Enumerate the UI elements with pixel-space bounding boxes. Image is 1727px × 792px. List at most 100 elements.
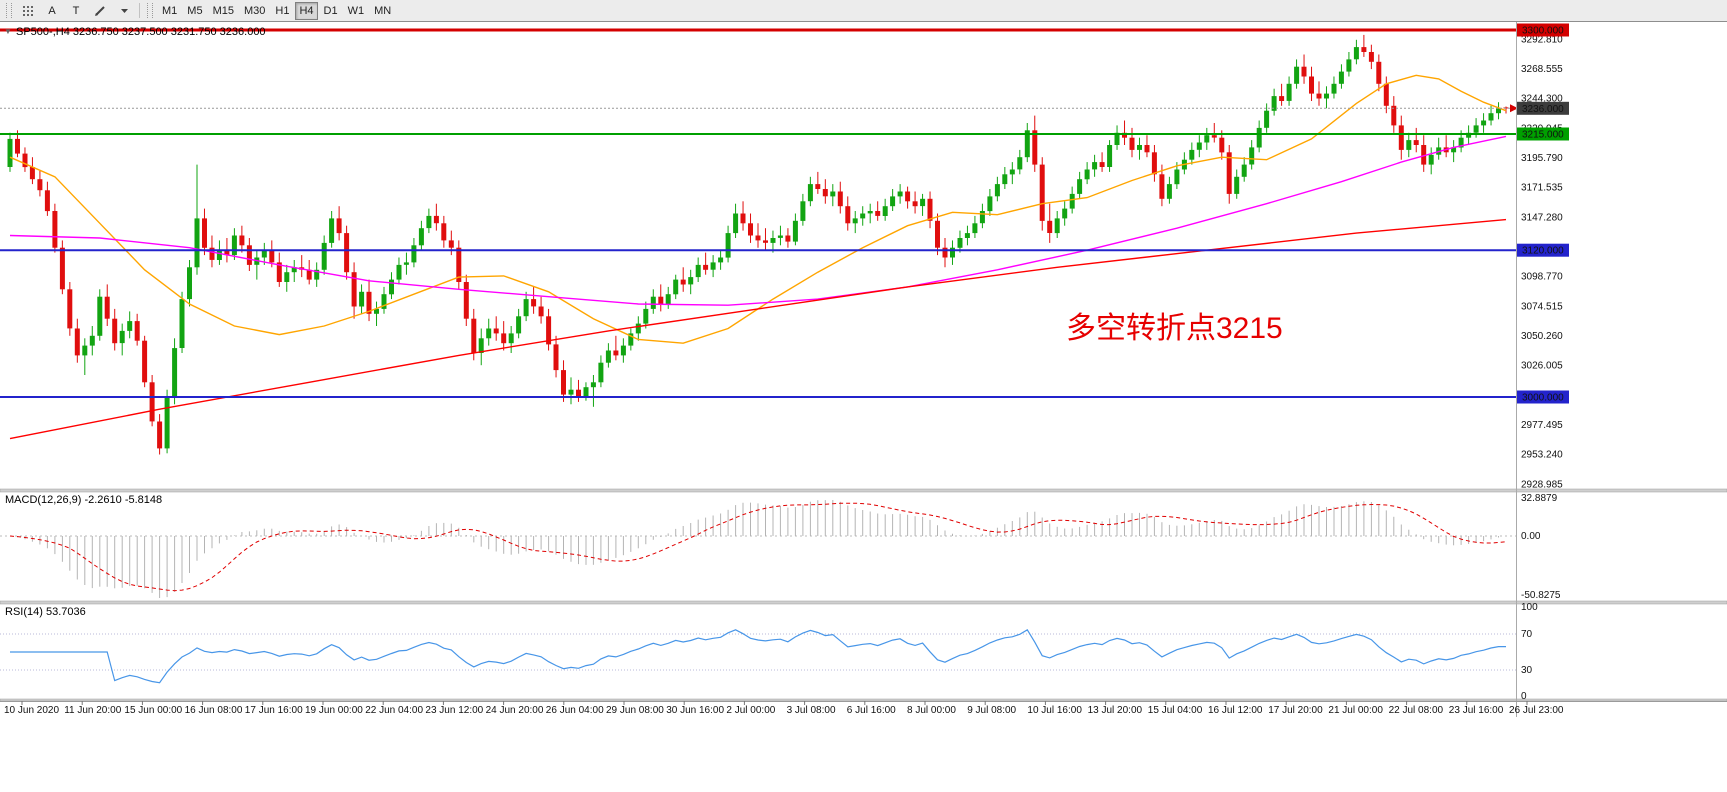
candle-body — [1309, 76, 1314, 94]
time-label: 21 Jul 00:00 — [1328, 705, 1383, 716]
candle-body — [650, 296, 656, 309]
candle-body — [703, 264, 709, 270]
candle-body — [411, 245, 417, 263]
candle-body — [561, 370, 566, 395]
candle-body — [852, 218, 858, 224]
candle-body — [860, 213, 866, 219]
candle-body — [613, 350, 619, 356]
macd-histogram — [17, 500, 1499, 598]
candle-body — [643, 308, 649, 324]
candle-body — [1166, 184, 1172, 199]
candle-body — [695, 264, 701, 278]
candle-body — [912, 201, 918, 207]
candle-body — [1226, 152, 1232, 194]
macd-axis-label: 32.8879 — [1521, 493, 1558, 504]
price-tick-label: 3098.770 — [1521, 272, 1563, 283]
candle-body — [755, 235, 761, 241]
draw-menu-button[interactable] — [113, 2, 135, 20]
candle-body — [104, 296, 110, 319]
candle-body — [403, 262, 409, 265]
candle-body — [351, 272, 357, 307]
price-tag-label: 3215.000 — [1522, 130, 1564, 141]
candle-body — [710, 262, 716, 270]
candle-body — [1144, 145, 1150, 153]
collapse-chart-icon[interactable]: ▼ — [4, 27, 12, 36]
draw-tool-button[interactable] — [89, 2, 111, 20]
timeframe-button-d1[interactable]: D1 — [320, 2, 342, 20]
time-label: 17 Jul 20:00 — [1268, 705, 1323, 716]
candle-body — [501, 333, 507, 344]
candle-body — [471, 318, 477, 353]
candle-body — [875, 211, 881, 216]
candle-body — [815, 184, 821, 189]
candle-body — [1271, 96, 1277, 111]
candle-body — [172, 348, 178, 397]
candle-body — [1032, 130, 1038, 165]
candle-body — [1099, 162, 1105, 167]
candle-body — [119, 330, 125, 344]
grid-tool-button[interactable] — [17, 2, 39, 20]
candle-body — [89, 335, 95, 346]
candle-body — [770, 238, 776, 243]
candle-body — [927, 198, 933, 221]
candle-body — [1137, 145, 1142, 150]
candle-body — [231, 235, 237, 256]
candle-body — [665, 294, 671, 304]
candle-body — [142, 340, 148, 383]
timeframe-button-m15[interactable]: M15 — [209, 2, 238, 20]
candle-body — [336, 218, 342, 234]
time-label: 16 Jun 08:00 — [185, 705, 243, 716]
candle-body — [164, 397, 170, 449]
pane-separator[interactable] — [0, 600, 1727, 605]
candle-body — [1114, 132, 1120, 145]
timeframe-button-m1[interactable]: M1 — [158, 2, 181, 20]
time-label: 8 Jul 00:00 — [907, 705, 956, 716]
candle-body — [1481, 120, 1487, 126]
candle-body — [149, 382, 155, 422]
macd-axis-label: -50.8275 — [1521, 590, 1561, 601]
chart-plot-area[interactable] — [0, 22, 1516, 489]
time-label: 22 Jul 08:00 — [1389, 705, 1444, 716]
toolbar-grip[interactable] — [6, 3, 12, 18]
timeframe-button-w1[interactable]: W1 — [344, 2, 369, 20]
candle-body — [478, 338, 484, 353]
candle-body — [1346, 59, 1352, 72]
label-tool-button[interactable]: T — [65, 2, 87, 20]
timeframe-button-h1[interactable]: H1 — [271, 2, 293, 20]
time-label: 29 Jun 08:00 — [606, 705, 664, 716]
timeframe-button-mn[interactable]: MN — [370, 2, 395, 20]
timeframe-button-h4[interactable]: H4 — [295, 1, 318, 20]
candle-body — [807, 184, 813, 202]
candle-body — [127, 321, 133, 331]
candle-body — [1196, 142, 1202, 150]
candle-body — [224, 250, 230, 256]
candle-body — [972, 223, 978, 234]
candle-body — [1398, 125, 1404, 150]
candle-body — [366, 291, 372, 314]
pane-separator[interactable] — [0, 488, 1727, 493]
candle-body — [1204, 135, 1210, 143]
time-label: 30 Jun 16:00 — [666, 705, 724, 716]
text-tool-button[interactable]: A — [41, 2, 63, 20]
candle-body — [605, 350, 611, 363]
candle-body — [1092, 162, 1098, 170]
annotation-text[interactable]: 多空转折点3215 — [1066, 312, 1283, 345]
candle-body — [590, 382, 596, 388]
price-tag-3000 — [1517, 390, 1569, 404]
candle-body — [456, 247, 462, 282]
timeframe-button-m5[interactable]: M5 — [183, 2, 206, 20]
candle-body — [1383, 83, 1389, 106]
timeframe-button-m30[interactable]: M30 — [240, 2, 269, 20]
time-scale[interactable] — [0, 701, 1727, 717]
candle-body — [1458, 137, 1464, 148]
candle-body — [112, 318, 118, 344]
rsi-pane[interactable] — [0, 604, 1516, 699]
candle-body — [1189, 149, 1195, 160]
candle-body — [52, 211, 58, 248]
toolbar-grip-2[interactable] — [147, 3, 153, 18]
pane-separator[interactable] — [0, 698, 1727, 702]
candle-body — [1391, 105, 1397, 126]
candle-body — [935, 220, 940, 248]
chart-window[interactable]: 2928.985 2953.240 2977.495 3026.005 3050.260… — [0, 22, 1727, 792]
candle-body — [29, 167, 35, 180]
